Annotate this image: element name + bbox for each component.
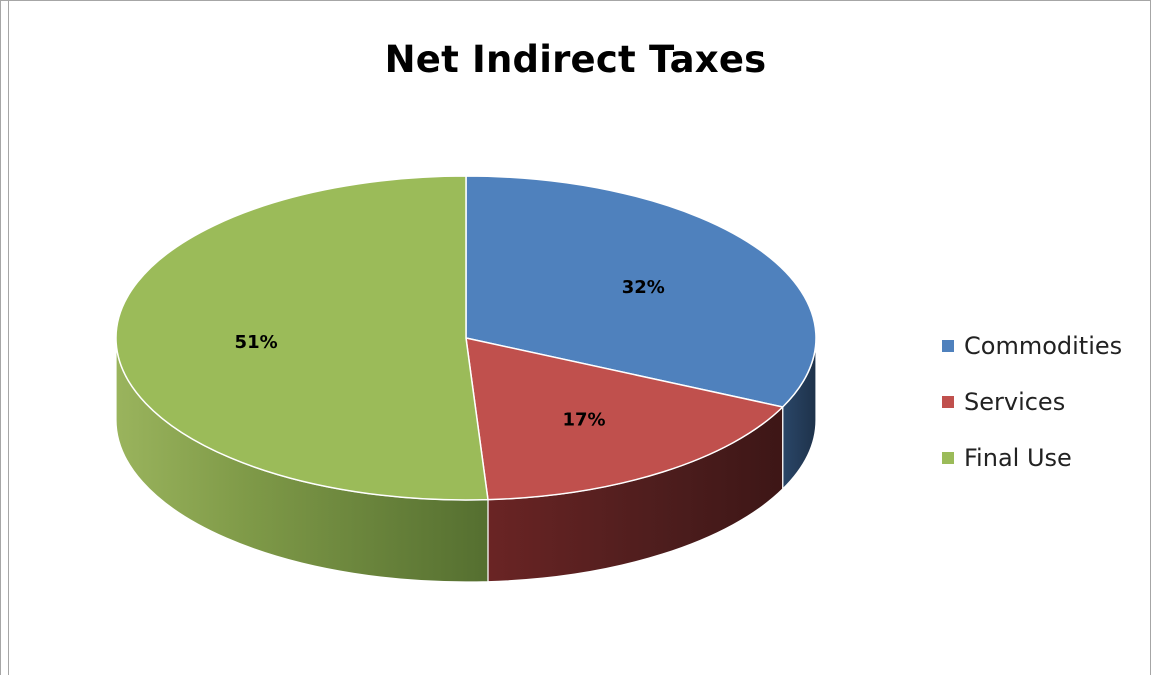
legend-item-services: Services [942,374,1122,430]
pie-slice-commodities [465,175,817,408]
legend-label-commodities: Commodities [964,332,1123,360]
legend-item-commodities: Commodities [942,318,1122,374]
pie-tops [115,175,817,501]
chart-frame-left-border [8,0,9,675]
legend-label-final-use: Final Use [964,444,1072,472]
pie-sides [115,337,817,583]
legend-swatch-final-use [942,452,954,464]
legend-swatch-commodities [942,340,954,352]
pie-labels: 32% 17% 51% [235,277,665,430]
legend-swatch-services [942,396,954,408]
chart-title: Net Indirect Taxes [384,38,767,81]
data-label-services: 17% [562,409,605,430]
legend: Commodities Services Final Use [942,318,1122,486]
legend-label-services: Services [964,388,1066,416]
legend-item-final-use: Final Use [942,430,1122,486]
data-label-final-use: 51% [235,332,278,353]
pie-slice-final-use [115,175,489,501]
data-label-commodities: 32% [622,277,665,298]
pie-slice-services [465,337,784,501]
